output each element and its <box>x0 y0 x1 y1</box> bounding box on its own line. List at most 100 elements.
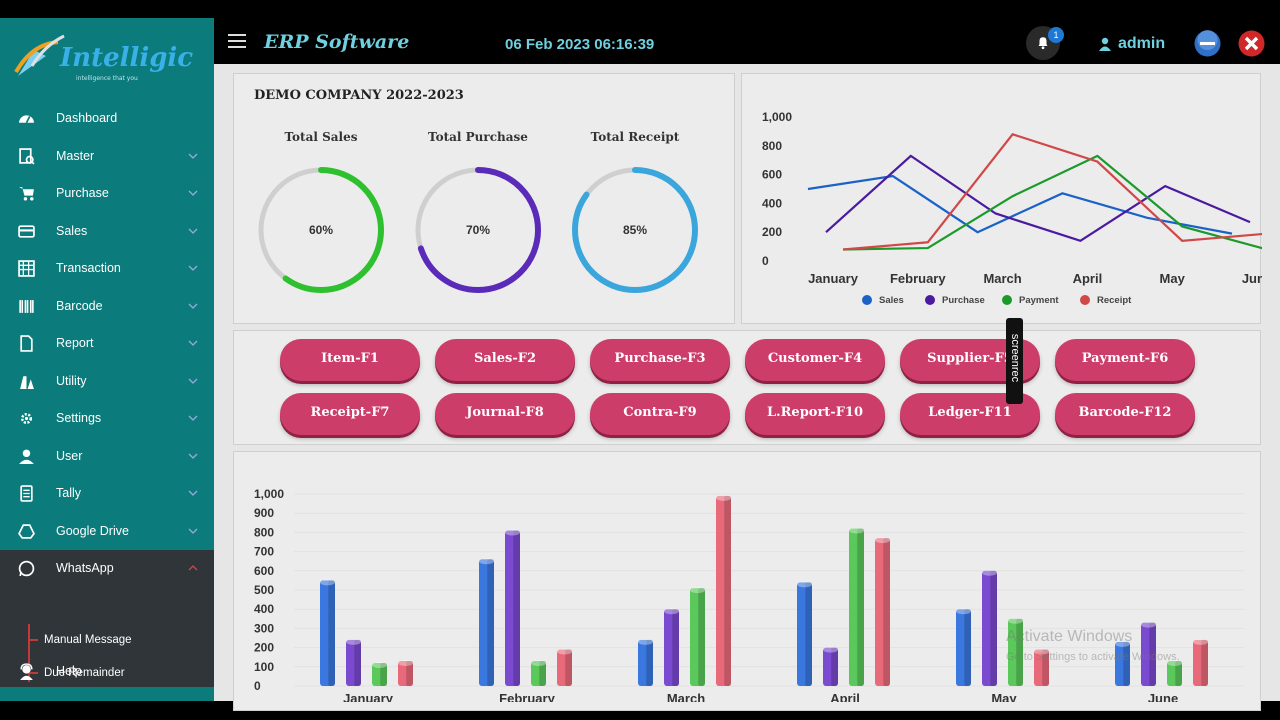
bar-payment <box>849 527 864 686</box>
chevron-down-icon <box>188 528 198 534</box>
gauge-value: 60% <box>308 223 334 237</box>
sidebar-item-help[interactable]: Help <box>0 653 214 690</box>
sidebar-item-tally[interactable]: Tally <box>0 475 214 512</box>
sidebar-item-label: WhatsApp <box>56 561 114 575</box>
bar-receipt <box>1193 638 1208 686</box>
sales-icon <box>18 224 35 238</box>
submenu-line <box>28 624 30 682</box>
transaction-icon <box>18 260 35 277</box>
legend-marker <box>1080 295 1090 305</box>
sidebar-item-label: Transaction <box>56 261 121 275</box>
user-menu[interactable]: admin <box>1118 35 1166 52</box>
sidebar-item-sales[interactable]: Sales <box>0 213 214 250</box>
line-chart: 0 200 400 600 800 1,000 January February March Ap… <box>762 110 1272 306</box>
shortcut-button-contra-f9[interactable]: Contra-F9 <box>590 393 730 435</box>
shortcut-button-receipt-f7[interactable]: Receipt-F7 <box>280 393 420 435</box>
bar-payment <box>690 587 705 686</box>
chevron-up-icon <box>188 565 198 571</box>
shortcut-button-item-f1[interactable]: Item-F1 <box>280 339 420 381</box>
progress-gauge <box>415 167 541 293</box>
legend-label: Receipt <box>1097 295 1132 306</box>
x-tick-label: February <box>499 691 555 702</box>
sidebar-item-settings[interactable]: Settings <box>0 400 214 437</box>
shortcut-button-journal-f8[interactable]: Journal-F8 <box>435 393 575 435</box>
shortcut-button-sales-f2[interactable]: Sales-F2 <box>435 339 575 381</box>
company-title: DEMO COMPANY 2022-2023 <box>254 88 464 103</box>
dashboard-icon <box>19 115 34 124</box>
y-tick-label: 0 <box>762 254 769 268</box>
gauge-title: Total Sales <box>284 130 358 144</box>
gauge-value: 85% <box>622 223 648 237</box>
submenu-tick <box>28 672 38 674</box>
minimize-button[interactable] <box>1194 30 1221 57</box>
chevron-down-icon <box>188 228 198 234</box>
chevron-down-icon <box>188 415 198 421</box>
x-tick-label: June <box>1148 691 1178 702</box>
sidebar-item-purchase[interactable]: Purchase <box>0 175 214 212</box>
bar-purchase <box>1141 621 1156 686</box>
shortcut-button-payment-f6[interactable]: Payment-F6 <box>1055 339 1195 381</box>
x-tick-label: January <box>808 271 859 286</box>
y-tick-label: 0 <box>254 679 261 693</box>
progress-gauge <box>572 167 698 293</box>
sidebar-item-report[interactable]: Report <box>0 325 214 362</box>
dashboard-main: DEMO COMPANY 2022-2023 Total Sales 60% Tot… <box>214 64 1280 711</box>
chevron-down-icon <box>188 265 198 271</box>
series-line-receipt <box>842 132 1268 251</box>
barcode-icon <box>19 299 34 313</box>
x-tick-label: January <box>343 691 394 702</box>
logo-tagline: intelligence that you <box>76 75 138 82</box>
sidebar-item-manual-message[interactable]: Manual Message <box>44 634 132 646</box>
topbar: ERP Software 06 Feb 2023 06:16:39 1 admi… <box>214 18 1280 64</box>
intelligic-logo: Intelligic intelligence that you <box>14 34 193 82</box>
chevron-down-icon <box>188 453 198 459</box>
bar-sales <box>1115 640 1130 686</box>
bar-receipt <box>1034 648 1049 686</box>
bar-chart-panel: 0 100 200 300 400 500 600 700 800 900 1,000 January… <box>233 451 1261 711</box>
activate-windows-title: Activate Windows <box>1006 628 1133 645</box>
sidebar-item-dashboard[interactable]: Dashboard <box>0 100 214 137</box>
logo-text: Intelligic <box>59 43 193 73</box>
y-tick-label: 500 <box>254 583 274 597</box>
shortcut-panel: Item-F1 Sales-F2 Purchase-F3 Customer-F4 Sup… <box>233 330 1261 445</box>
bell-icon <box>1038 37 1048 50</box>
bar-sales <box>479 558 494 686</box>
notification-badge: 1 <box>1048 27 1064 43</box>
progress-gauge <box>258 167 384 293</box>
sidebar-item-master[interactable]: Master <box>0 138 214 175</box>
hamburger-menu-button[interactable] <box>228 34 248 50</box>
report-icon <box>20 335 33 352</box>
y-tick-label: 800 <box>762 139 782 153</box>
close-button[interactable] <box>1238 30 1265 57</box>
tally-icon <box>20 485 33 502</box>
sidebar-item-label: Utility <box>56 373 87 388</box>
bar-payment <box>1008 617 1023 686</box>
sidebar-item-transaction[interactable]: Transaction <box>0 250 214 287</box>
sidebar-item-label: Sales <box>56 223 88 238</box>
shortcut-button-purchase-f3[interactable]: Purchase-F3 <box>590 339 730 381</box>
y-tick-label: 700 <box>254 545 274 559</box>
shortcut-button-barcode-f12[interactable]: Barcode-F12 <box>1055 393 1195 435</box>
sidebar-item-label: Settings <box>56 411 102 425</box>
x-tick-label: April <box>830 691 860 702</box>
x-tick-label: June <box>1242 271 1262 286</box>
y-tick-label: 200 <box>254 641 274 655</box>
sidebar-item-utility[interactable]: Utility <box>0 363 214 400</box>
sidebar-item-due-remainder[interactable]: Due Remainder <box>44 667 125 679</box>
sidebar-item-user[interactable]: User <box>0 438 214 475</box>
bar-receipt <box>557 648 572 686</box>
sidebar-item-whatsapp[interactable]: WhatsApp <box>0 550 214 587</box>
y-tick-label: 800 <box>254 525 274 539</box>
shortcut-button-customer-f4[interactable]: Customer-F4 <box>745 339 885 381</box>
gauge-value: 70% <box>465 223 491 237</box>
sidebar-item-barcode[interactable]: Barcode <box>0 288 214 325</box>
sidebar-item-google-drive[interactable]: Google Drive <box>0 513 214 550</box>
sidebar-item-label: Help <box>56 664 82 678</box>
user-icon <box>19 449 34 464</box>
y-tick-label: 100 <box>254 660 274 674</box>
gauge-title: Total Receipt <box>590 130 680 144</box>
user-icon <box>1099 37 1111 51</box>
sidebar-item-label: Master <box>56 148 95 163</box>
shortcut-button-l-report-f10[interactable]: L.Report-F10 <box>745 393 885 435</box>
